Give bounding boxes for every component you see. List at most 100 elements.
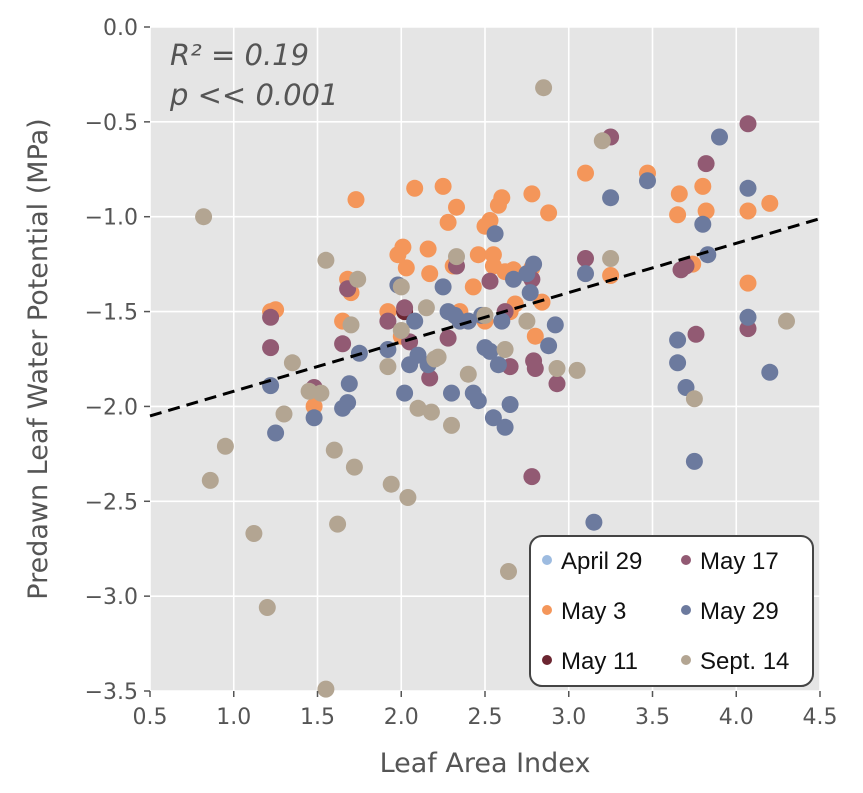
x-tick-label: 2.5: [468, 705, 503, 730]
data-point: [469, 392, 487, 410]
data-point: [396, 299, 414, 317]
data-point: [523, 185, 541, 203]
data-point: [379, 312, 397, 330]
y-tick-label: −2.0: [85, 395, 138, 420]
data-point: [639, 172, 656, 190]
data-point: [481, 342, 499, 360]
data-point: [761, 363, 779, 381]
data-point: [394, 238, 412, 256]
data-point: [548, 375, 566, 393]
y-tick-label: −3.5: [85, 680, 138, 705]
data-points: [195, 79, 795, 698]
legend-label: May 29: [700, 598, 779, 625]
data-point: [694, 215, 712, 233]
data-point: [382, 475, 400, 493]
data-point: [486, 225, 504, 243]
data-point: [739, 115, 757, 133]
data-point: [342, 316, 360, 334]
legend-marker: [681, 655, 691, 665]
data-point: [493, 189, 511, 207]
data-point: [379, 358, 397, 376]
data-point: [317, 251, 335, 269]
data-point: [496, 418, 514, 436]
data-point: [201, 471, 219, 489]
data-point: [305, 409, 323, 427]
x-tick-label: 1.5: [300, 705, 335, 730]
data-point: [262, 308, 280, 326]
y-tick-label: −3.0: [85, 585, 138, 610]
data-point: [334, 335, 352, 353]
p-value-annotation: p << 0.001: [169, 78, 338, 112]
grid-lines: [149, 26, 821, 692]
data-point: [694, 177, 712, 195]
data-point: [685, 390, 703, 408]
legend-marker: [681, 605, 691, 615]
data-point: [593, 132, 611, 150]
data-point: [443, 416, 460, 434]
data-point: [481, 272, 499, 290]
legend-label: May 3: [561, 598, 626, 625]
data-point: [540, 337, 558, 355]
y-tick-label: −0.5: [85, 111, 138, 136]
data-point: [349, 270, 367, 288]
data-point: [339, 394, 357, 412]
data-point: [493, 312, 511, 330]
data-point: [421, 265, 439, 283]
data-point: [258, 599, 276, 616]
data-point: [526, 327, 544, 345]
data-point: [685, 452, 703, 470]
data-point: [312, 384, 330, 402]
data-point: [761, 194, 779, 212]
axis-ticks: [144, 26, 821, 697]
data-point: [687, 325, 705, 343]
legend-marker: [542, 605, 552, 615]
data-point: [439, 213, 457, 231]
data-point: [429, 348, 447, 366]
data-point: [496, 341, 514, 358]
data-point: [739, 308, 757, 326]
data-point: [568, 361, 586, 379]
data-point: [392, 322, 410, 339]
y-tick-labels: 0.0 −0.5 −1.0 −1.5 −2.0 −2.5 −3.0 −3.5: [85, 16, 138, 705]
data-point: [283, 354, 301, 372]
data-point: [216, 437, 234, 455]
data-point: [525, 255, 543, 273]
y-tick-label: −2.5: [85, 490, 138, 515]
data-point: [195, 208, 213, 226]
legend-box: [529, 535, 814, 687]
data-point: [317, 680, 335, 698]
data-point: [439, 329, 457, 347]
data-point: [434, 278, 452, 296]
legend-label: May 11: [561, 648, 638, 675]
data-point: [548, 360, 566, 377]
data-point: [670, 185, 688, 203]
x-tick-label: 4.0: [719, 705, 754, 730]
data-point: [399, 489, 417, 506]
data-point: [464, 278, 482, 296]
data-point: [711, 128, 728, 146]
x-tick-label: 0.5: [133, 705, 168, 730]
x-tick-labels: 0.5 1.0 1.5 2.0 2.5 3.0 3.5 4.0 4.5: [133, 705, 838, 730]
data-point: [739, 274, 757, 292]
data-point: [546, 316, 564, 334]
data-point: [329, 515, 347, 533]
data-point: [739, 179, 757, 197]
data-point: [669, 331, 687, 349]
data-point: [275, 405, 293, 423]
data-point: [267, 424, 285, 442]
data-point: [262, 339, 280, 357]
legend-marker: [681, 555, 691, 565]
data-point: [469, 246, 487, 264]
data-point: [697, 155, 715, 173]
data-point: [481, 212, 499, 229]
r-squared-annotation: R² = 0.19: [170, 38, 309, 72]
data-point: [669, 354, 687, 372]
y-tick-label: −1.0: [85, 206, 138, 231]
legend-label: May 17: [700, 548, 779, 575]
data-point: [419, 240, 437, 258]
data-point: [325, 441, 343, 459]
data-point: [409, 399, 427, 417]
data-point: [533, 293, 551, 311]
data-point: [518, 312, 536, 330]
data-point: [448, 248, 465, 266]
